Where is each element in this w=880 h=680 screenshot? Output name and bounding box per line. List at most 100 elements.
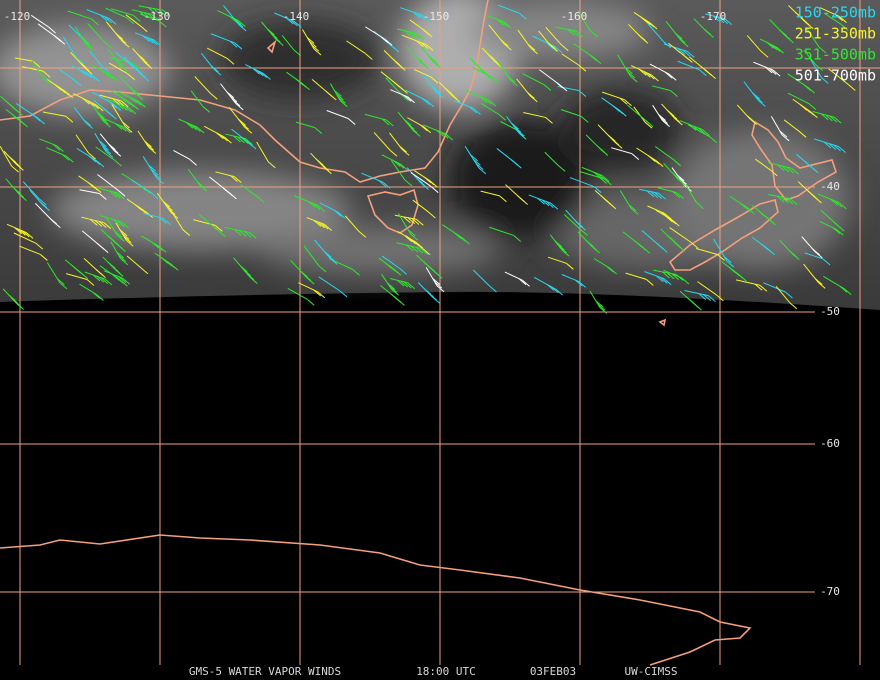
barb-tick: [518, 278, 527, 286]
wind-barb: [78, 175, 102, 193]
wind-barb: [91, 91, 122, 111]
wind-barb: [688, 56, 716, 79]
wind-barb: [410, 172, 439, 193]
barb-staff: [173, 150, 190, 160]
barb-tick: [132, 89, 140, 97]
barb-tick: [237, 20, 246, 27]
barb-tick: [799, 103, 808, 111]
barb-tick: [404, 235, 413, 243]
barb-tick: [607, 134, 616, 142]
barb-tick: [416, 40, 424, 48]
wind-barb: [504, 271, 530, 287]
barb-tick: [664, 71, 673, 79]
wind-barb: [22, 181, 47, 206]
barb-tick: [772, 69, 781, 77]
barb-tick: [37, 117, 45, 125]
wind-barb: [389, 277, 416, 290]
barb-tick: [693, 125, 701, 133]
wind-barb: [79, 189, 107, 200]
barb-tick: [555, 81, 564, 89]
barb-tick: [417, 13, 425, 20]
barb-staff: [131, 179, 152, 194]
longitude-label: -130: [144, 10, 171, 23]
barb-tick: [54, 83, 62, 91]
wind-barb: [751, 204, 776, 226]
wind-barb: [143, 212, 171, 225]
barb-tick: [407, 282, 416, 290]
barb-tick: [530, 47, 538, 55]
barb-tick: [145, 36, 154, 44]
barb-tick: [107, 261, 116, 269]
barb-tick: [272, 35, 281, 43]
wind-barb: [397, 213, 419, 241]
barb-tick: [157, 9, 166, 16]
barb-tick: [654, 192, 663, 199]
barb-staff: [318, 276, 341, 292]
barb-tick: [688, 123, 697, 131]
wind-barb: [517, 29, 538, 55]
wind-barb: [617, 54, 638, 83]
barb-tick: [137, 206, 146, 214]
barb-tick: [234, 228, 242, 236]
barb-tick: [668, 217, 677, 225]
barb-staff: [655, 146, 674, 161]
barb-tick: [673, 159, 682, 167]
barb-tick: [758, 100, 766, 107]
wind-barb: [652, 105, 670, 127]
barb-tick: [768, 68, 777, 75]
barb-staff: [754, 158, 771, 171]
barb-tick: [121, 40, 130, 48]
wind-barb: [35, 203, 61, 229]
barb-tick: [124, 125, 133, 133]
barb-tick: [147, 12, 155, 20]
wind-barb: [768, 194, 798, 206]
wind-barb: [310, 152, 332, 175]
barb-staff: [569, 177, 595, 188]
wind-barb: [663, 269, 690, 285]
barb-tick: [91, 18, 99, 26]
wind-barb: [397, 111, 421, 137]
barb-tick: [87, 72, 96, 80]
barb-tick: [14, 227, 22, 234]
barb-staff: [633, 106, 646, 123]
barb-tick: [226, 57, 235, 65]
barb-tick: [410, 245, 419, 253]
barb-staff: [560, 109, 582, 117]
wind-barb: [294, 195, 326, 212]
barb-tick: [105, 72, 114, 79]
barb-tick: [70, 77, 79, 84]
barb-tick: [426, 100, 435, 108]
wind-barb: [394, 214, 424, 226]
wind-barb: [89, 50, 110, 74]
wind-barb: [812, 111, 842, 124]
barb-tick: [16, 191, 25, 198]
wind-barb: [118, 75, 144, 101]
barb-staff: [625, 272, 647, 280]
wind-barb: [31, 60, 51, 85]
barb-staff: [547, 256, 567, 264]
barb-tick: [781, 196, 789, 204]
barb-tick: [146, 143, 154, 151]
wind-barb: [660, 228, 686, 252]
barb-staff: [125, 14, 141, 27]
wind-barb: [561, 53, 587, 72]
barb-tick: [804, 161, 813, 169]
wind-barb: [115, 52, 143, 75]
barb-tick: [241, 122, 249, 130]
barb-tick: [611, 104, 620, 112]
barb-tick: [21, 230, 30, 238]
barb-staff: [803, 50, 817, 65]
longitude-label: -160: [561, 10, 588, 23]
barb-tick: [88, 152, 96, 160]
wind-barb: [94, 133, 114, 158]
barb-tick: [323, 250, 332, 258]
wind-barb: [126, 255, 149, 275]
barb-tick: [317, 205, 326, 212]
wind-barb: [110, 8, 141, 22]
barb-tick: [396, 161, 405, 169]
barb-staff: [198, 214, 219, 231]
wind-barb: [46, 79, 74, 99]
barb-tick: [193, 125, 201, 132]
barb-tick: [529, 95, 538, 103]
barb-tick: [107, 235, 116, 243]
